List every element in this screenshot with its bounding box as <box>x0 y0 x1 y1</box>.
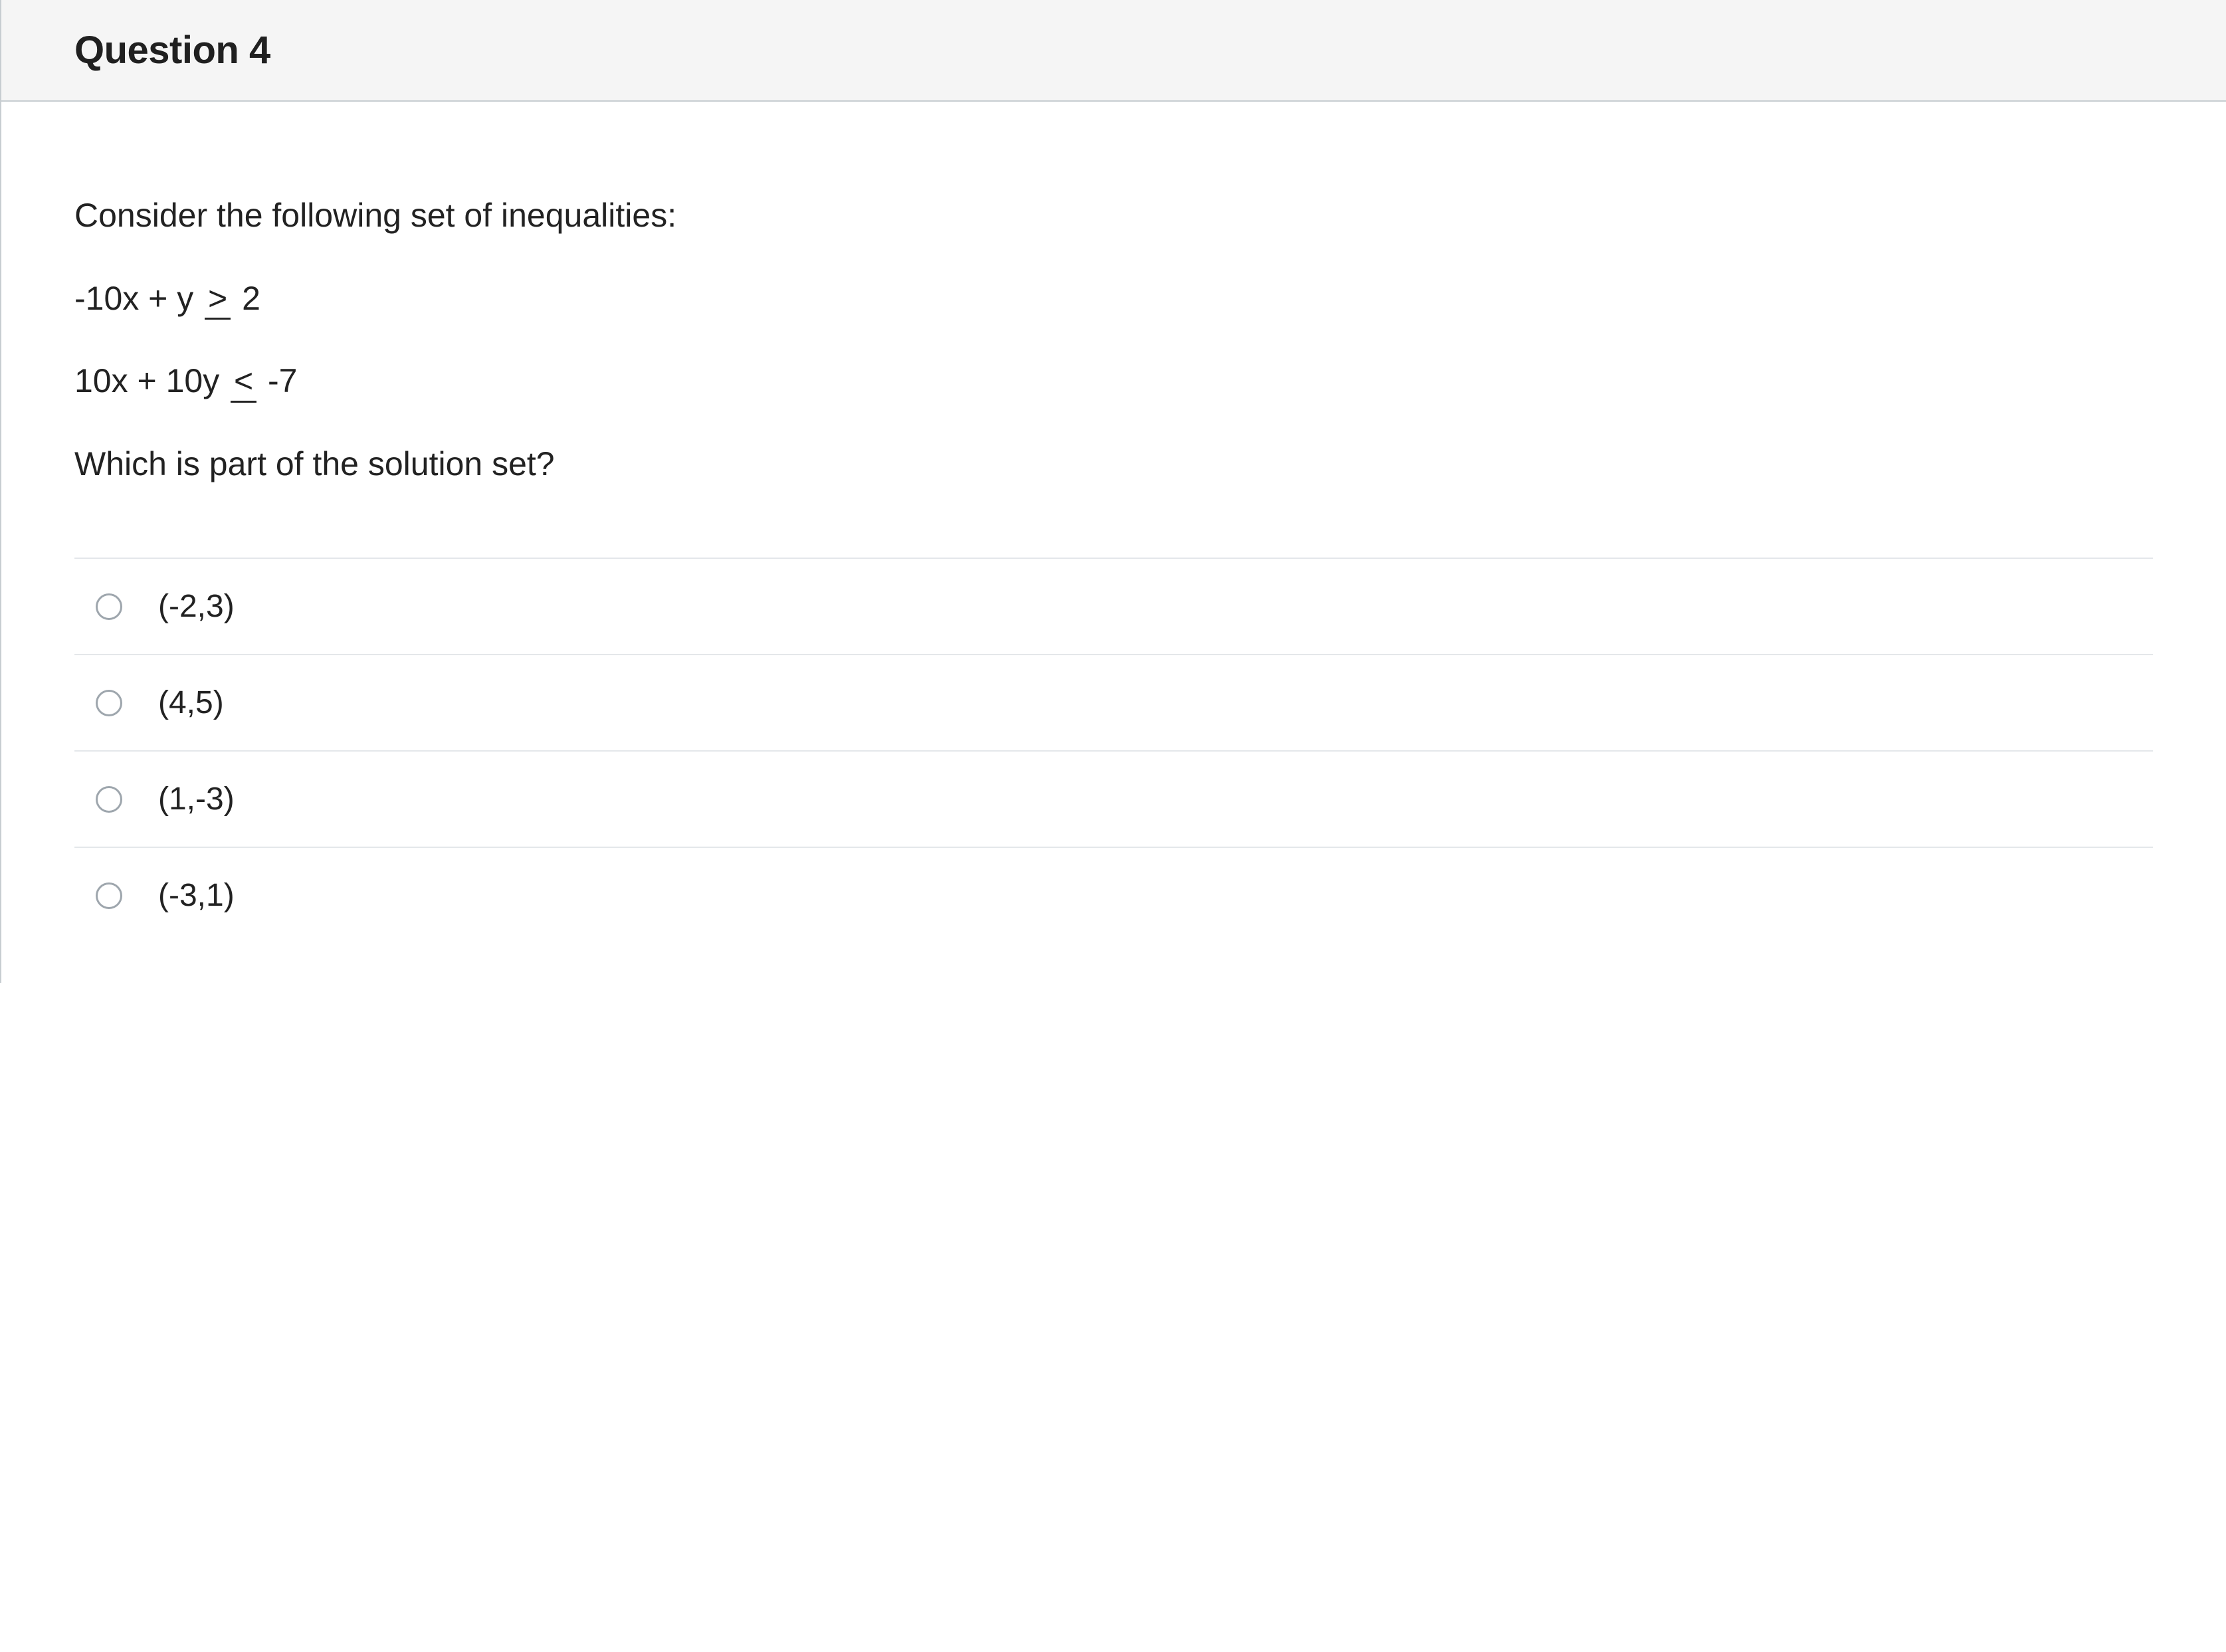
inequality-2-lhs: 10x + 10y <box>74 362 219 399</box>
inequality-1-lhs: -10x + y <box>74 280 193 317</box>
option-row-3[interactable]: (-3,1) <box>74 847 2153 943</box>
inequality-2-rhs: -7 <box>268 362 297 399</box>
radio-icon[interactable] <box>96 786 122 813</box>
option-label: (-3,1) <box>158 877 235 914</box>
radio-icon[interactable] <box>96 593 122 620</box>
question-stem-intro: Consider the following set of inequaliti… <box>74 195 2153 237</box>
inequality-1-rhs: 2 <box>242 280 260 317</box>
question-stem-prompt: Which is part of the solution set? <box>74 443 2153 485</box>
lte-symbol-bar <box>231 401 256 403</box>
option-label: (-2,3) <box>158 588 235 625</box>
radio-icon[interactable] <box>96 690 122 716</box>
options-list: (-2,3) (4,5) (1,-3) (-3,1) <box>74 558 2153 943</box>
option-row-2[interactable]: (1,-3) <box>74 750 2153 847</box>
question-body: Consider the following set of inequaliti… <box>1 102 2226 983</box>
lte-symbol: < <box>229 360 258 402</box>
question-header: Question 4 <box>1 0 2226 102</box>
option-row-1[interactable]: (4,5) <box>74 654 2153 750</box>
question-title: Question 4 <box>74 28 2226 72</box>
radio-icon[interactable] <box>96 882 122 909</box>
lte-symbol-top: < <box>234 360 253 402</box>
gte-symbol-top: > <box>208 278 227 320</box>
inequality-1: -10x + y > 2 <box>74 278 2153 320</box>
inequality-2: 10x + 10y < -7 <box>74 360 2153 402</box>
option-row-0[interactable]: (-2,3) <box>74 558 2153 654</box>
question-container: Question 4 Consider the following set of… <box>0 0 2226 983</box>
option-label: (4,5) <box>158 684 224 721</box>
gte-symbol: > <box>203 278 233 320</box>
option-label: (1,-3) <box>158 781 235 817</box>
gte-symbol-bar <box>205 318 231 320</box>
